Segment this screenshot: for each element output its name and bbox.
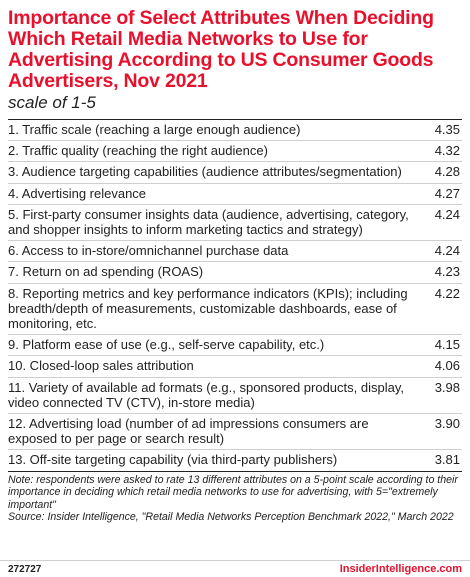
row-value: 4.32 — [434, 143, 460, 159]
row-label: 9. Platform ease of use (e.g., self-serv… — [8, 337, 325, 353]
table-row: 4. Advertising relevance 4.27 — [8, 184, 462, 205]
row-label: 8. Reporting metrics and key performance… — [8, 285, 408, 332]
row-value: 4.24 — [434, 243, 460, 259]
table-row: 9. Platform ease of use (e.g., self-serv… — [8, 335, 462, 357]
row-label: 1. Traffic scale (reaching a large enoug… — [8, 122, 301, 137]
row-label: 7. Return on ad spending (ROAS) — [8, 264, 204, 280]
row-value: 3.98 — [434, 379, 460, 395]
footer: 272727 InsiderIntelligence.com — [0, 560, 470, 577]
chart-title: Importance of Select Attributes When Dec… — [8, 7, 434, 92]
data-table: 1. Traffic scale (reaching a large enoug… — [8, 119, 462, 472]
row-value: 3.81 — [434, 452, 460, 468]
chart-note: Note: respondents were asked to rate 13 … — [8, 474, 462, 524]
table-row: 5. First-party consumer insights data (a… — [8, 205, 462, 242]
row-label: 2. Traffic quality (reaching the right a… — [8, 143, 268, 159]
table-row: 10. Closed-loop sales attribution 4.06 — [8, 356, 462, 378]
table-row: 7. Return on ad spending (ROAS) 4.23 — [8, 262, 462, 284]
table-row: 11. Variety of available ad formats (e.g… — [8, 378, 462, 415]
row-label: 12. Advertising load (number of ad impre… — [8, 416, 369, 447]
row-label: 6. Access to in-store/omnichannel purcha… — [8, 243, 289, 259]
row-label: 13. Off-site targeting capability (via t… — [8, 452, 338, 468]
chart-subtitle: scale of 1-5 — [8, 93, 96, 112]
chart-id: 272727 — [8, 564, 42, 575]
note-text: Note: respondents were asked to rate 13 … — [8, 473, 458, 511]
row-value: 3.90 — [434, 416, 460, 432]
row-label: 4. Advertising relevance — [8, 185, 147, 201]
source-text: Source: Insider Intelligence, "Retail Me… — [8, 511, 454, 524]
row-value: 4.22 — [434, 285, 460, 301]
row-value: 4.35 — [434, 122, 460, 137]
table-row: 12. Advertising load (number of ad impre… — [8, 414, 462, 451]
table-row: 13. Off-site targeting capability (via t… — [8, 450, 462, 472]
row-value: 4.24 — [434, 206, 460, 222]
table-row: 3. Audience targeting capabilities (audi… — [8, 162, 462, 184]
row-label: 11. Variety of available ad formats (e.g… — [8, 379, 404, 410]
row-value: 4.27 — [434, 185, 460, 201]
brand-link[interactable]: InsiderIntelligence.com — [339, 563, 462, 575]
row-label: 10. Closed-loop sales attribution — [8, 358, 194, 374]
row-label: 5. First-party consumer insights data (a… — [8, 206, 409, 238]
row-label: 3. Audience targeting capabilities (audi… — [8, 164, 402, 180]
row-value: 4.23 — [434, 264, 460, 280]
table-row: 1. Traffic scale (reaching a large enoug… — [8, 120, 462, 142]
row-value: 4.15 — [434, 337, 460, 353]
table-row: 2. Traffic quality (reaching the right a… — [8, 141, 462, 163]
row-value: 4.28 — [434, 164, 460, 180]
table-row: 6. Access to in-store/omnichannel purcha… — [8, 241, 462, 263]
table-row: 8. Reporting metrics and key performance… — [8, 284, 462, 336]
row-value: 4.06 — [434, 358, 460, 374]
